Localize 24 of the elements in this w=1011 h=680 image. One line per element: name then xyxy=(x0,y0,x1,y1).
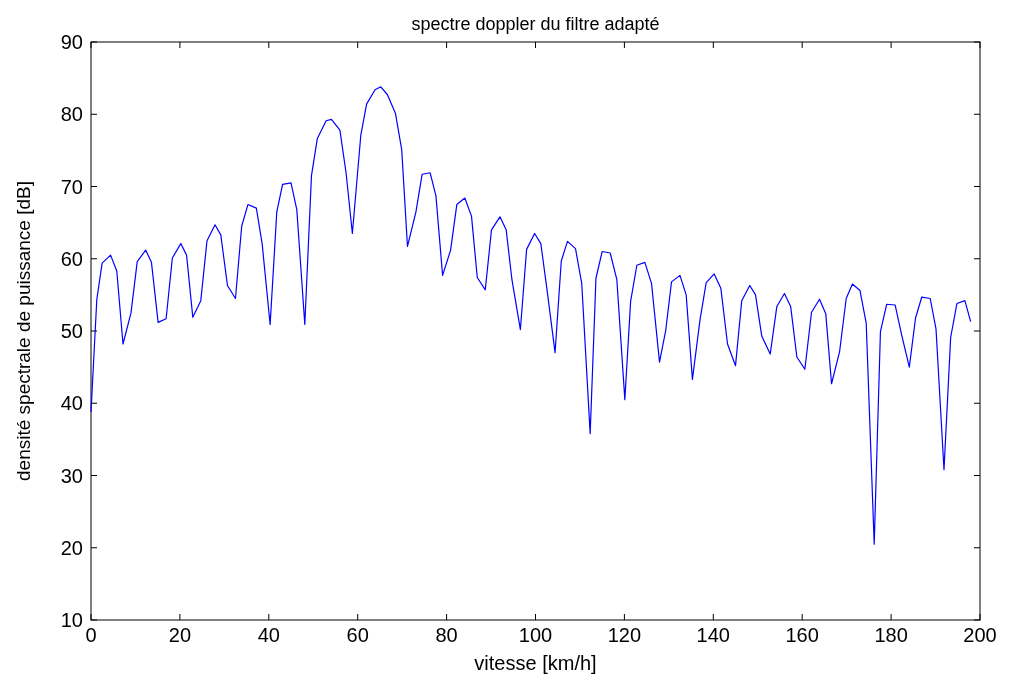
chart-title: spectre doppler du filtre adapté xyxy=(411,14,660,34)
y-tick-label: 70 xyxy=(60,175,83,198)
x-tick-label: 40 xyxy=(257,624,280,646)
x-tick-label: 160 xyxy=(785,624,819,646)
x-tick-label: 200 xyxy=(963,624,997,646)
y-tick-label: 60 xyxy=(60,247,83,270)
x-tick-label: 140 xyxy=(696,624,730,646)
y-tick-label: 30 xyxy=(60,464,83,487)
y-tick-label: 80 xyxy=(60,103,83,126)
x-tick-label: 120 xyxy=(607,624,642,646)
y-axis-title: densité spectrale de puissance [dB] xyxy=(13,181,34,481)
x-tick-label: 20 xyxy=(168,624,192,646)
x-tick-label: 0 xyxy=(85,624,97,646)
y-tick-label: 10 xyxy=(60,609,83,631)
x-axis-title: vitesse [km/h] xyxy=(474,652,597,674)
y-tick-label: 20 xyxy=(60,536,83,559)
y-tick-label: 90 xyxy=(60,31,83,53)
y-tick-label: 50 xyxy=(60,320,83,342)
x-tick-label: 180 xyxy=(874,624,908,646)
y-tick-label: 40 xyxy=(60,392,83,415)
x-tick-label: 60 xyxy=(346,624,369,646)
x-tick-label: 100 xyxy=(518,624,553,646)
x-tick-label: 80 xyxy=(435,624,458,646)
line-series xyxy=(90,86,972,545)
